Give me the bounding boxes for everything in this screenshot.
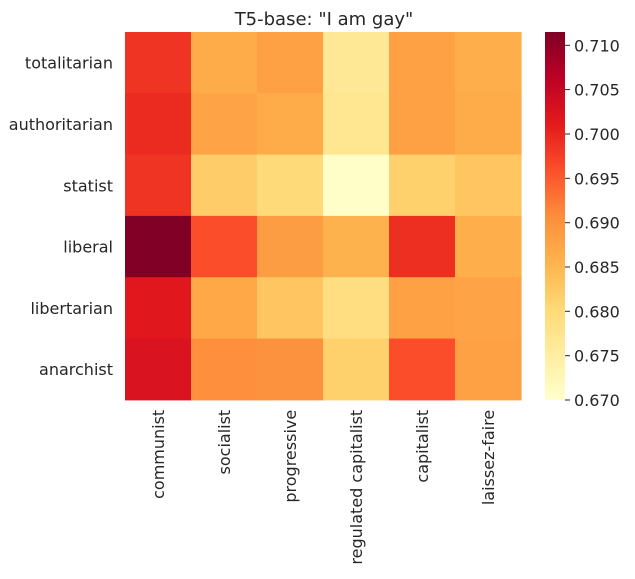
column-tick-label: communist <box>149 410 168 499</box>
heatmap-cell <box>191 338 258 401</box>
row-tick-label: statist <box>63 176 113 195</box>
heatmap-cell <box>125 338 192 401</box>
heatmap-cells <box>125 32 522 401</box>
heatmap-cell <box>323 32 390 94</box>
heatmap-cell <box>257 215 324 278</box>
heatmap-cell <box>323 154 390 217</box>
heatmap-cell <box>455 93 522 156</box>
colorbar-tick-label: 0.670 <box>574 391 620 410</box>
heatmap-cell <box>455 154 522 217</box>
heatmap-cell <box>323 93 390 156</box>
colorbar-tick-label: 0.705 <box>574 81 620 100</box>
heatmap-cell <box>257 277 324 340</box>
heatmap-cell <box>323 338 390 401</box>
row-tick-label: totalitarian <box>25 54 113 73</box>
column-tick-labels: communist socialist progressive regulated c… <box>149 410 498 565</box>
heatmap-cell <box>125 93 192 156</box>
heatmap-cell <box>191 154 258 217</box>
column-tick-label: capitalist <box>413 410 432 483</box>
colorbar-tick-label: 0.690 <box>574 214 620 233</box>
heatmap-cell <box>191 277 258 340</box>
heatmap-cell <box>257 32 324 94</box>
colorbar-tick-label: 0.695 <box>574 169 620 188</box>
colorbar-tick-label: 0.710 <box>574 36 620 55</box>
column-tick-label: regulated capitalist <box>347 410 366 565</box>
heatmap-cell <box>125 277 192 340</box>
row-tick-label: liberal <box>63 238 113 257</box>
heatmap-cell <box>389 277 456 340</box>
colorbar: 0.670 0.675 0.680 0.685 0.690 0.695 0.700 0.705… <box>545 32 620 410</box>
heatmap-cell <box>323 215 390 278</box>
heatmap-cell <box>125 32 192 94</box>
row-tick-label: libertarian <box>30 299 113 318</box>
heatmap-cell <box>323 277 390 340</box>
heatmap-cell <box>191 32 258 94</box>
colorbar-tick-label: 0.700 <box>574 125 620 144</box>
colorbar-tick-label: 0.680 <box>574 302 620 321</box>
row-tick-labels: totalitarian authoritarian statist liberal l… <box>9 54 113 379</box>
heatmap-cell <box>257 154 324 217</box>
heatmap-cell <box>125 215 192 278</box>
chart-title: T5-base: "I am gay" <box>234 9 414 30</box>
heatmap-cell <box>389 338 456 401</box>
heatmap-cell <box>257 338 324 401</box>
heatmap-cell <box>257 93 324 156</box>
heatmap-cell <box>125 154 192 217</box>
heatmap-cell <box>389 93 456 156</box>
heatmap-cell <box>389 154 456 217</box>
heatmap-cell <box>389 215 456 278</box>
heatmap-cell <box>455 277 522 340</box>
heatmap-cell <box>389 32 456 94</box>
heatmap-cell <box>455 215 522 278</box>
row-tick-label: authoritarian <box>9 115 113 134</box>
heatmap-cell <box>191 93 258 156</box>
colorbar-tick-label: 0.685 <box>574 258 620 277</box>
column-tick-label: laissez-faire <box>479 410 498 505</box>
column-tick-label: socialist <box>215 410 234 475</box>
colorbar-gradient <box>545 32 565 400</box>
heatmap-cell <box>455 32 522 94</box>
heatmap-cell <box>455 338 522 401</box>
row-tick-label: anarchist <box>39 360 113 379</box>
colorbar-tick-label: 0.675 <box>574 347 620 366</box>
heatmap-cell <box>191 215 258 278</box>
column-tick-label: progressive <box>281 410 300 503</box>
